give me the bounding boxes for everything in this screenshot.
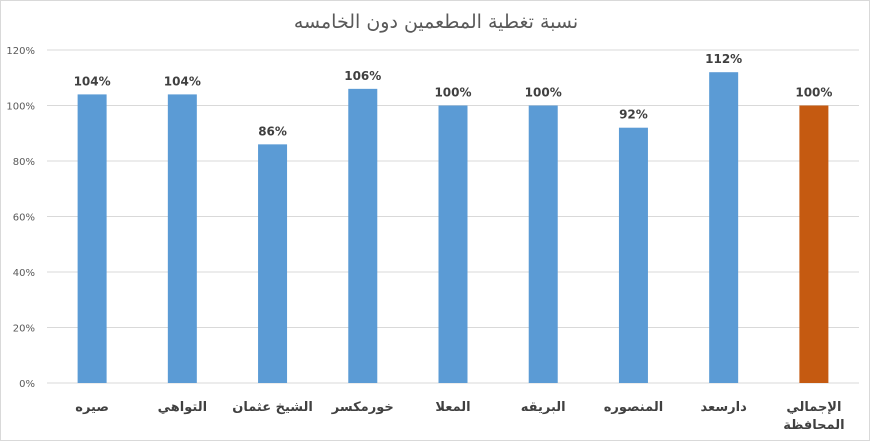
y-axis: 0% 20% 40% 60% 80% 100% 120% (6, 46, 35, 390)
data-label: 100% (434, 86, 471, 100)
data-label: 104% (164, 74, 201, 88)
y-tick-label: 0% (19, 379, 35, 390)
bar (528, 105, 558, 383)
bar (348, 88, 378, 383)
bar (438, 105, 468, 383)
category-label: البريقه (521, 400, 566, 415)
data-label: 92% (619, 108, 648, 122)
category-label: المعلا (435, 400, 470, 415)
category-label: الإجمالي (786, 400, 841, 415)
y-tick-label: 80% (13, 157, 35, 168)
y-tick-label: 100% (6, 102, 35, 113)
y-tick-label: 60% (13, 213, 35, 224)
category-label: التواهي (158, 400, 207, 415)
chart-title: نسبة تغطية المطعمين دون الخامسه (294, 11, 578, 33)
category-label: خورمكسر (331, 400, 394, 415)
bar (77, 94, 107, 384)
data-label: 106% (344, 69, 381, 83)
data-label: 100% (795, 86, 832, 100)
bar (258, 144, 288, 383)
y-tick-label: 20% (13, 324, 35, 335)
data-label: 86% (258, 124, 287, 138)
category-label: صيره (75, 400, 109, 415)
bar (799, 105, 829, 383)
bar (618, 127, 648, 383)
data-label: 100% (525, 86, 562, 100)
x-axis: صيره التواهي الشيخ عثمان خورمكسر المعلا البري… (75, 400, 844, 433)
bars (77, 72, 829, 384)
y-tick-label: 40% (13, 268, 35, 279)
category-label: الشيخ عثمان (232, 400, 313, 415)
y-tick-label: 120% (6, 46, 35, 57)
bar (167, 94, 197, 384)
data-label: 104% (74, 74, 111, 88)
bar (709, 72, 739, 383)
category-label: دارسعد (701, 400, 748, 415)
category-label: المنصوره (604, 400, 663, 415)
data-label: 112% (705, 52, 742, 66)
category-label: المحافظة (783, 418, 844, 433)
data-labels: 104% 104% 86% 106% 100% 100% 92% 112% 100% (74, 52, 833, 138)
